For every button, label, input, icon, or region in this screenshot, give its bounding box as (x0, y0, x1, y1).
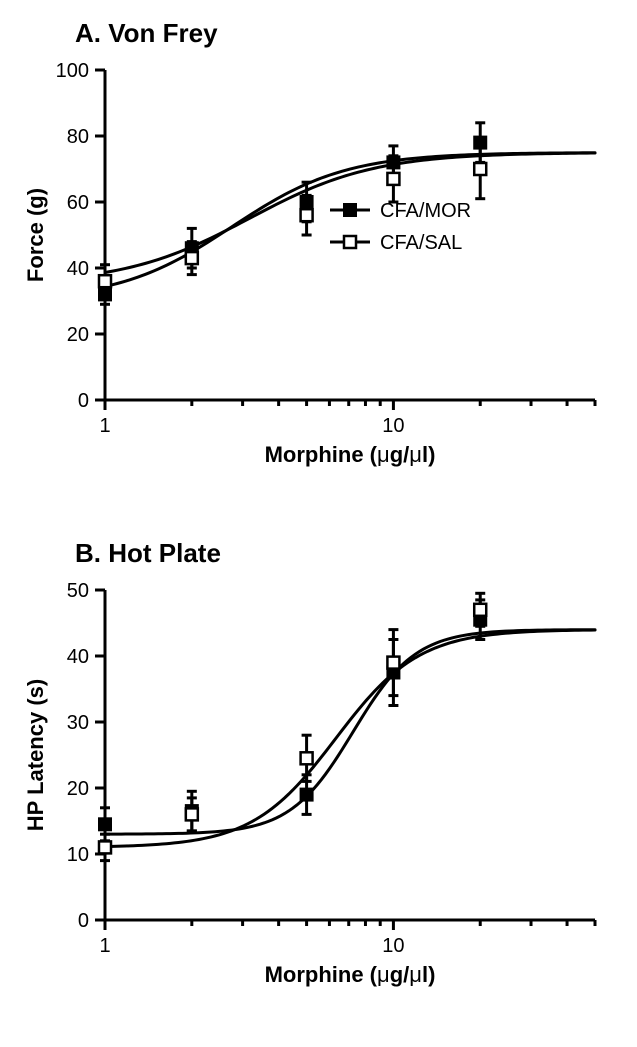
svg-text:30: 30 (67, 712, 89, 734)
svg-text:0: 0 (78, 910, 89, 932)
svg-text:0: 0 (78, 390, 89, 412)
panel-a-title: A. Von Frey (75, 18, 218, 49)
svg-text:10: 10 (67, 844, 89, 866)
svg-text:Force (g): Force (g) (23, 188, 48, 282)
svg-text:60: 60 (67, 192, 89, 214)
svg-text:50: 50 (67, 580, 89, 602)
svg-text:80: 80 (67, 126, 89, 148)
panel-b-title: B. Hot Plate (75, 538, 221, 569)
svg-text:Morphine (μg/μl): Morphine (μg/μl) (265, 962, 436, 987)
svg-text:40: 40 (67, 646, 89, 668)
svg-text:1: 1 (99, 415, 110, 437)
svg-text:40: 40 (67, 258, 89, 280)
svg-text:CFA/MOR: CFA/MOR (380, 200, 471, 222)
charts-svg: 020406080100110Force (g)Morphine (μg/μl)… (0, 0, 637, 1047)
svg-text:10: 10 (382, 415, 404, 437)
svg-text:20: 20 (67, 324, 89, 346)
svg-text:CFA/SAL: CFA/SAL (380, 232, 462, 254)
svg-text:10: 10 (382, 935, 404, 957)
svg-text:Morphine (μg/μl): Morphine (μg/μl) (265, 442, 436, 467)
svg-text:100: 100 (56, 60, 89, 82)
svg-text:20: 20 (67, 778, 89, 800)
svg-text:1: 1 (99, 935, 110, 957)
svg-text:HP Latency (s): HP Latency (s) (23, 679, 48, 831)
